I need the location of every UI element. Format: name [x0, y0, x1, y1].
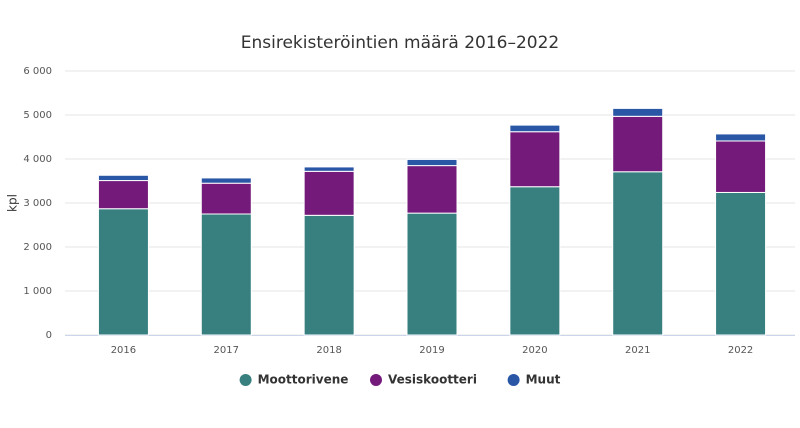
bar-segment: [200, 177, 252, 184]
y-tick-label: 2 000: [23, 242, 52, 253]
bar-segment: [97, 174, 149, 182]
y-axis-label: kpl: [6, 194, 20, 212]
bar-segment: [97, 208, 149, 336]
bar-segment: [200, 213, 252, 336]
bar-segment: [612, 115, 664, 173]
legend-marker: [370, 374, 382, 386]
x-tick-label: 2018: [316, 345, 341, 356]
legend-marker: [239, 374, 252, 386]
y-tick-label: 0: [46, 330, 52, 341]
bar-segment: [612, 171, 664, 336]
y-tick-label: 5 000: [23, 110, 52, 121]
bar-segment: [715, 191, 767, 336]
bar-segment: [715, 140, 767, 193]
bar-segment: [406, 165, 458, 214]
x-tick-label: 2022: [728, 345, 753, 356]
bar-segment: [406, 158, 458, 167]
bar-segment: [612, 107, 664, 117]
x-tick-label: 2017: [214, 345, 239, 356]
bar-segment: [509, 186, 561, 336]
legend-label: Moottorivene: [258, 373, 349, 387]
bar-segment: [303, 214, 355, 336]
y-tick-label: 3 000: [23, 198, 52, 209]
y-tick-label: 6 000: [23, 66, 52, 77]
bar-segment: [509, 124, 561, 133]
legend-label: Vesiskootteri: [388, 373, 477, 387]
chart-title: Ensirekisteröintien määrä 2016–2022: [241, 33, 560, 53]
x-tick-label: 2021: [625, 345, 650, 356]
x-tick-label: 2016: [111, 345, 136, 356]
bar-segment: [406, 212, 458, 336]
bar-segment: [303, 170, 355, 216]
x-tick-label: 2020: [522, 345, 547, 356]
y-tick-label: 1 000: [23, 286, 52, 297]
legend-label: Muut: [526, 373, 561, 387]
bar-segment: [509, 131, 561, 188]
bar-segment: [200, 182, 252, 215]
bar-segment: [715, 133, 767, 142]
y-tick-label: 4 000: [23, 154, 52, 165]
x-tick-label: 2019: [419, 345, 444, 356]
bar-segment: [303, 166, 355, 172]
bar-segment: [97, 180, 149, 210]
legend-marker: [507, 374, 520, 386]
